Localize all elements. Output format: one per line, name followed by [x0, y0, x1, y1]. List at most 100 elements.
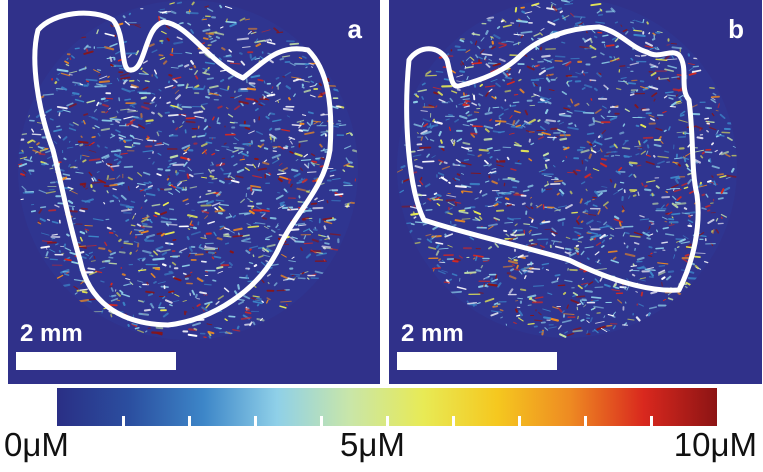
speckle: [144, 187, 153, 191]
speckle: [218, 57, 222, 61]
speckle: [705, 204, 711, 208]
speckle: [611, 289, 621, 292]
speckle: [497, 201, 502, 204]
tissue-map-a: [18, 0, 358, 340]
speckle: [622, 232, 625, 237]
speckle: [502, 71, 508, 78]
speckle: [102, 103, 109, 108]
speckle: [432, 86, 442, 90]
speckle: [263, 225, 269, 229]
speckle: [97, 179, 107, 184]
speckle: [478, 93, 484, 97]
speckle: [239, 158, 246, 161]
speckle: [106, 174, 110, 181]
speckle: [193, 327, 198, 331]
speckle: [81, 290, 88, 294]
speckle: [451, 273, 458, 277]
speckle: [49, 249, 56, 253]
speckle: [554, 245, 565, 250]
speckle: [160, 211, 168, 216]
speckle: [291, 168, 299, 172]
speckle: [420, 136, 424, 141]
speckle: [711, 175, 714, 178]
speckle: [254, 57, 261, 60]
speckle: [245, 249, 251, 254]
speckle: [121, 87, 131, 93]
speckle: [518, 78, 522, 82]
speckle: [83, 50, 94, 55]
speckle: [232, 234, 244, 238]
speckle: [269, 59, 274, 64]
speckle: [684, 152, 691, 157]
speckle: [491, 46, 496, 50]
speckle: [191, 135, 197, 138]
speckle: [574, 21, 582, 25]
speckle: [509, 132, 515, 135]
speckle: [674, 178, 679, 184]
speckle: [430, 125, 434, 130]
speckle: [234, 290, 238, 296]
speckle: [260, 102, 266, 106]
speckle: [344, 145, 352, 150]
speckle: [45, 108, 52, 114]
speckle: [599, 276, 603, 282]
speckle: [262, 216, 267, 220]
speckle: [528, 232, 532, 235]
speckle: [610, 259, 619, 264]
speckle: [118, 238, 122, 243]
speckle: [245, 307, 250, 312]
speckle: [675, 94, 679, 97]
speckle: [110, 313, 113, 318]
speckle: [109, 285, 113, 288]
speckle: [529, 297, 537, 303]
speckle: [483, 55, 487, 60]
speckle: [572, 327, 582, 331]
speckle: [511, 104, 517, 107]
speckle: [495, 209, 505, 212]
speckle: [166, 37, 170, 42]
speckle: [597, 149, 602, 152]
speckle: [141, 105, 150, 110]
speckle: [653, 143, 662, 148]
speckle: [229, 250, 234, 254]
speckle: [504, 221, 514, 224]
speckle: [322, 246, 326, 250]
speckle: [293, 93, 296, 97]
speckle: [223, 235, 232, 238]
speckle: [588, 153, 592, 159]
speckle: [538, 69, 547, 76]
speckle: [97, 132, 101, 137]
speckle: [431, 235, 442, 238]
speckle: [470, 56, 475, 61]
speckle: [97, 69, 102, 72]
speckle: [440, 176, 448, 182]
speckle: [506, 204, 512, 207]
speckle: [169, 304, 173, 307]
speckle: [172, 78, 178, 84]
speckle: [88, 271, 98, 276]
speckle: [614, 215, 620, 220]
speckle: [343, 162, 351, 167]
speckle: [130, 85, 137, 89]
speckle: [281, 254, 287, 258]
speckle: [514, 223, 518, 227]
speckle: [141, 222, 148, 226]
speckle: [223, 142, 227, 145]
speckle: [562, 146, 568, 149]
speckle: [538, 331, 544, 333]
speckle: [533, 33, 540, 37]
speckle: [224, 242, 230, 245]
speckle: [93, 108, 98, 113]
speckle: [240, 60, 246, 66]
speckle: [275, 224, 279, 229]
speckle: [503, 191, 512, 195]
speckle: [671, 46, 683, 50]
speckle: [592, 168, 600, 172]
speckle: [299, 167, 303, 172]
speckle: [465, 56, 471, 61]
speckle: [147, 184, 153, 188]
speckle: [261, 249, 265, 252]
speckle: [107, 75, 110, 79]
speckle: [640, 291, 644, 297]
speckle: [658, 62, 660, 65]
